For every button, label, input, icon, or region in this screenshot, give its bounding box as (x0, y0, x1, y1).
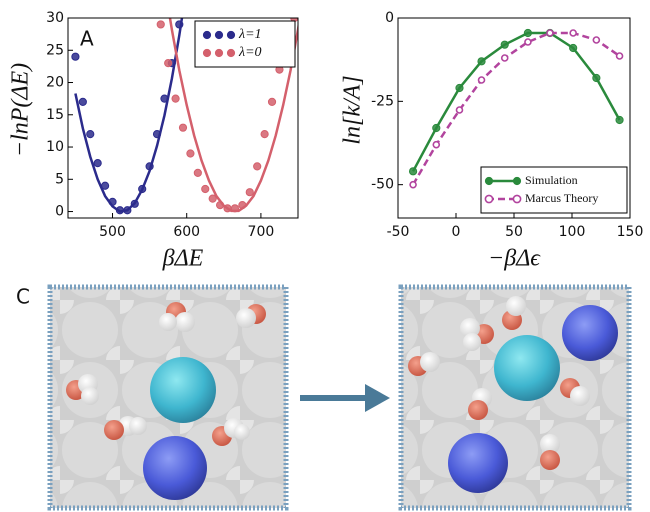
legend-label: Marcus Theory (525, 191, 598, 205)
x-tick-label: 50 (505, 224, 523, 240)
y-tick-label: 25 (46, 42, 64, 58)
data-point (524, 29, 531, 36)
data-point (409, 168, 416, 175)
transition-arrow (300, 384, 390, 412)
panel-label: C (16, 285, 30, 309)
legend-marker (485, 195, 492, 202)
legend-label: Simulation (525, 173, 578, 187)
y-axis-label: ln[k/A] (340, 75, 366, 144)
data-point (547, 30, 553, 36)
data-point (570, 30, 576, 36)
y-tick-label: 30 (46, 10, 64, 26)
x-axis-label: −βΔϵ (488, 246, 541, 272)
data-point (172, 95, 179, 102)
legend-label: λ=0 (238, 45, 262, 60)
data-point (194, 169, 201, 176)
snapshot-after (401, 287, 629, 508)
y-tick-label: 15 (46, 107, 64, 123)
data-point (617, 53, 623, 59)
x-axis-label: βΔE (162, 246, 204, 272)
data-point (593, 37, 599, 43)
data-point (433, 142, 439, 148)
legend-label: λ=1 (238, 27, 262, 42)
data-point (165, 60, 172, 67)
figure: C 500600700051015202530βΔE−lnP(ΔE)Aλ=1λ=… (0, 0, 650, 512)
data-point (502, 55, 508, 61)
y-tick-label: 5 (55, 171, 64, 187)
data-point (94, 160, 101, 167)
y-tick-label: 10 (46, 139, 64, 155)
data-point (202, 185, 209, 192)
panel-label: A (80, 27, 94, 51)
legend-marker (227, 49, 234, 56)
data-point (456, 84, 463, 91)
data-point (570, 44, 577, 51)
data-point (72, 53, 79, 60)
legend-marker (203, 31, 210, 38)
data-point (478, 58, 485, 65)
data-point (179, 124, 186, 131)
data-point (157, 21, 164, 28)
legend-marker (215, 49, 222, 56)
data-point (187, 150, 194, 157)
plot-area (409, 29, 623, 187)
y-tick-label: -50 (371, 177, 394, 193)
y-tick-label: 0 (55, 204, 64, 220)
y-tick-label: 0 (385, 10, 394, 26)
data-point (261, 131, 268, 138)
x-tick-label: 600 (173, 224, 200, 240)
data-point (410, 182, 416, 188)
legend-marker (227, 31, 234, 38)
y-tick-label: -25 (371, 93, 394, 109)
data-point (433, 124, 440, 131)
data-point (254, 163, 261, 170)
data-point (268, 98, 275, 105)
data-point (616, 116, 623, 123)
legend-marker (513, 177, 520, 184)
series-line (413, 33, 619, 171)
data-point (479, 77, 485, 83)
snapshot-before (50, 287, 286, 508)
legend-marker (485, 177, 492, 184)
data-point (87, 131, 94, 138)
legend-marker (513, 195, 520, 202)
x-tick-label: 100 (559, 224, 586, 240)
data-point (501, 41, 508, 48)
data-point (593, 74, 600, 81)
x-tick-label: 500 (99, 224, 126, 240)
x-tick-label: 0 (452, 224, 461, 240)
data-point (246, 189, 253, 196)
data-point (79, 98, 86, 105)
data-point (525, 39, 531, 45)
legend-marker (215, 31, 222, 38)
y-axis-label: −lnP(ΔE) (8, 63, 34, 157)
x-tick-label: 700 (248, 224, 275, 240)
y-tick-label: 20 (46, 75, 64, 91)
x-tick-label: -50 (387, 224, 410, 240)
data-point (456, 107, 462, 113)
series-line (413, 33, 619, 185)
x-tick-label: 150 (617, 224, 644, 240)
legend-marker (203, 49, 210, 56)
